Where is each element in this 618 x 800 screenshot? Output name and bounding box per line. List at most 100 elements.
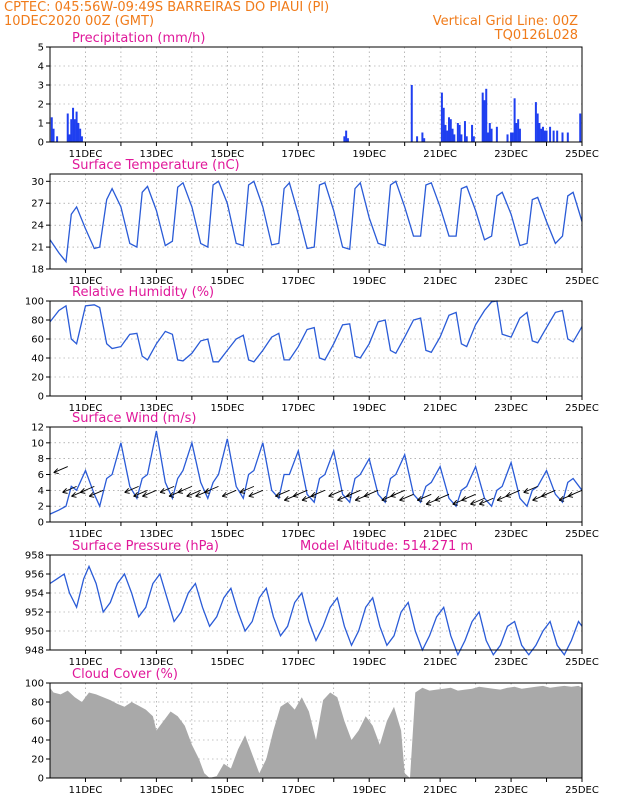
temperature-ytick-label: 18 [31, 265, 44, 276]
wind-vector [275, 489, 290, 497]
cloud-cover-area [50, 685, 582, 778]
cloud-cover-xtick-label: 25DEC [565, 785, 599, 796]
humidity-ytick-label: 0 [38, 392, 44, 403]
humidity-ytick-label: 100 [25, 297, 44, 308]
wind-vector-head [168, 492, 175, 498]
precipitation-bar [458, 124, 461, 142]
wind-vector-head [354, 495, 361, 502]
wind-vector-head [248, 492, 254, 498]
precipitation-bar [515, 123, 518, 142]
wind-vector-head [62, 488, 68, 494]
wind-vector-head [328, 492, 334, 498]
precipitation-bar [52, 128, 55, 142]
wind-vector [390, 489, 405, 497]
cloud-cover-ytick-label: 60 [31, 717, 44, 728]
precipitation-bar [77, 123, 80, 142]
wind-vector-head [221, 492, 228, 498]
precipitation-bar [68, 134, 71, 142]
cloud-cover-xtick-label: 15DEC [210, 785, 244, 796]
wind-vector-head [541, 492, 547, 498]
precipitation-bar [481, 92, 484, 142]
pressure-xtick-label: 19DEC [352, 657, 386, 668]
temperature-xtick-label: 13DEC [140, 276, 174, 287]
precipitation-bar [541, 126, 544, 142]
precipitation-bar [73, 119, 76, 142]
temperature-xtick-label: 25DEC [565, 276, 599, 287]
wind-ytick-label: 10 [31, 438, 44, 449]
precipitation-frame [49, 46, 583, 143]
precipitation-ytick-label: 3 [38, 81, 44, 92]
precipitation-bar [483, 100, 486, 142]
pressure-plot-area [50, 555, 582, 650]
precipitation-bar [463, 121, 466, 142]
wind-vector-head [124, 488, 130, 494]
humidity-xtick-label: 15DEC [210, 403, 244, 414]
precipitation-bar [561, 132, 564, 142]
humidity-xtick-label: 21DEC [423, 403, 457, 414]
precipitation-bar [490, 128, 493, 142]
precipitation-ytick-label: 0 [38, 138, 44, 149]
wind-vector-head [425, 499, 432, 506]
wind-vector [239, 485, 255, 493]
precipitation-bar [579, 113, 582, 142]
cloud-cover-frame [49, 682, 583, 779]
precipitation-bar [556, 130, 559, 142]
precipitation-xtick-label: 15DEC [210, 149, 244, 160]
precipitation-bar [465, 136, 468, 142]
wind-vector [62, 485, 77, 493]
wind-ytick-label: 6 [38, 470, 44, 481]
wind-vector-head [390, 492, 396, 498]
humidity-xtick-label: 23DEC [494, 403, 528, 414]
pressure-xtick-label: 25DEC [565, 657, 599, 668]
precipitation-bar [448, 117, 450, 142]
wind-vector [186, 489, 201, 497]
precipitation-bar [56, 136, 59, 142]
precipitation-bar [460, 134, 463, 142]
wind-title: Surface Wind (m/s) [72, 411, 196, 426]
precipitation-bar [343, 136, 346, 142]
temperature-frame [49, 173, 583, 270]
pressure-xtick-label: 13DEC [140, 657, 174, 668]
precipitation-bar [549, 126, 552, 142]
precipitation-bar [423, 138, 426, 142]
humidity-xtick-label: 19DEC [352, 403, 386, 414]
precipitation-bar [472, 136, 475, 142]
humidity-xtick-label: 25DEC [565, 403, 599, 414]
humidity-plot-area [50, 301, 582, 396]
wind-vector-head [399, 495, 405, 502]
wind-vector [567, 489, 583, 497]
wind-ytick-label: 0 [38, 518, 44, 529]
pressure-line [49, 564, 583, 657]
wind-vector [204, 485, 219, 493]
humidity-panel: 0 20 40 60 80 100 11DEC 13DEC 15DEC 17DEC 19DEC 21D… [25, 285, 599, 414]
wind-vector-head [292, 492, 299, 498]
temperature-xtick-label: 17DEC [281, 276, 315, 287]
wind-vector [248, 489, 263, 497]
pressure-xtick-label: 17DEC [281, 657, 315, 668]
wind-xtick-label: 23DEC [494, 529, 528, 540]
precipitation-xtick-label: 19DEC [352, 149, 386, 160]
pressure-ytick-label: 958 [25, 551, 44, 562]
precipitation-bar [540, 128, 543, 142]
wind-vector [346, 489, 361, 497]
cloud-cover-xtick-label: 17DEC [281, 785, 315, 796]
wind-vector [399, 493, 414, 501]
precipitation-bar [517, 119, 520, 142]
precipitation-bar [449, 119, 452, 142]
pressure-title: Surface Pressure (hPa) [72, 539, 219, 554]
pressure-annotation: Model Altitude: 514.271 m [300, 539, 473, 554]
wind-vector [470, 497, 485, 505]
precipitation-xtick-label: 25DEC [565, 149, 599, 160]
wind-vector-head [505, 492, 512, 498]
wind-vector-head [142, 492, 148, 498]
precipitation-bar [410, 85, 413, 142]
wind-vector [80, 485, 95, 493]
humidity-title: Relative Humidity (%) [72, 285, 214, 300]
temperature-panel: 18 21 24 27 30 11DEC 13DEC 15DEC 17DEC 19DEC 21DEC… [31, 158, 599, 287]
wind-vector [53, 466, 68, 473]
wind-vector-head [416, 495, 423, 502]
wind-vector-head [567, 492, 574, 498]
precipitation-bar [50, 117, 53, 142]
precipitation-panel: 0 1 2 3 4 5 11DEC 13DEC 15DEC 17DEC 19DEC 21DEC 23DE… [38, 31, 599, 160]
